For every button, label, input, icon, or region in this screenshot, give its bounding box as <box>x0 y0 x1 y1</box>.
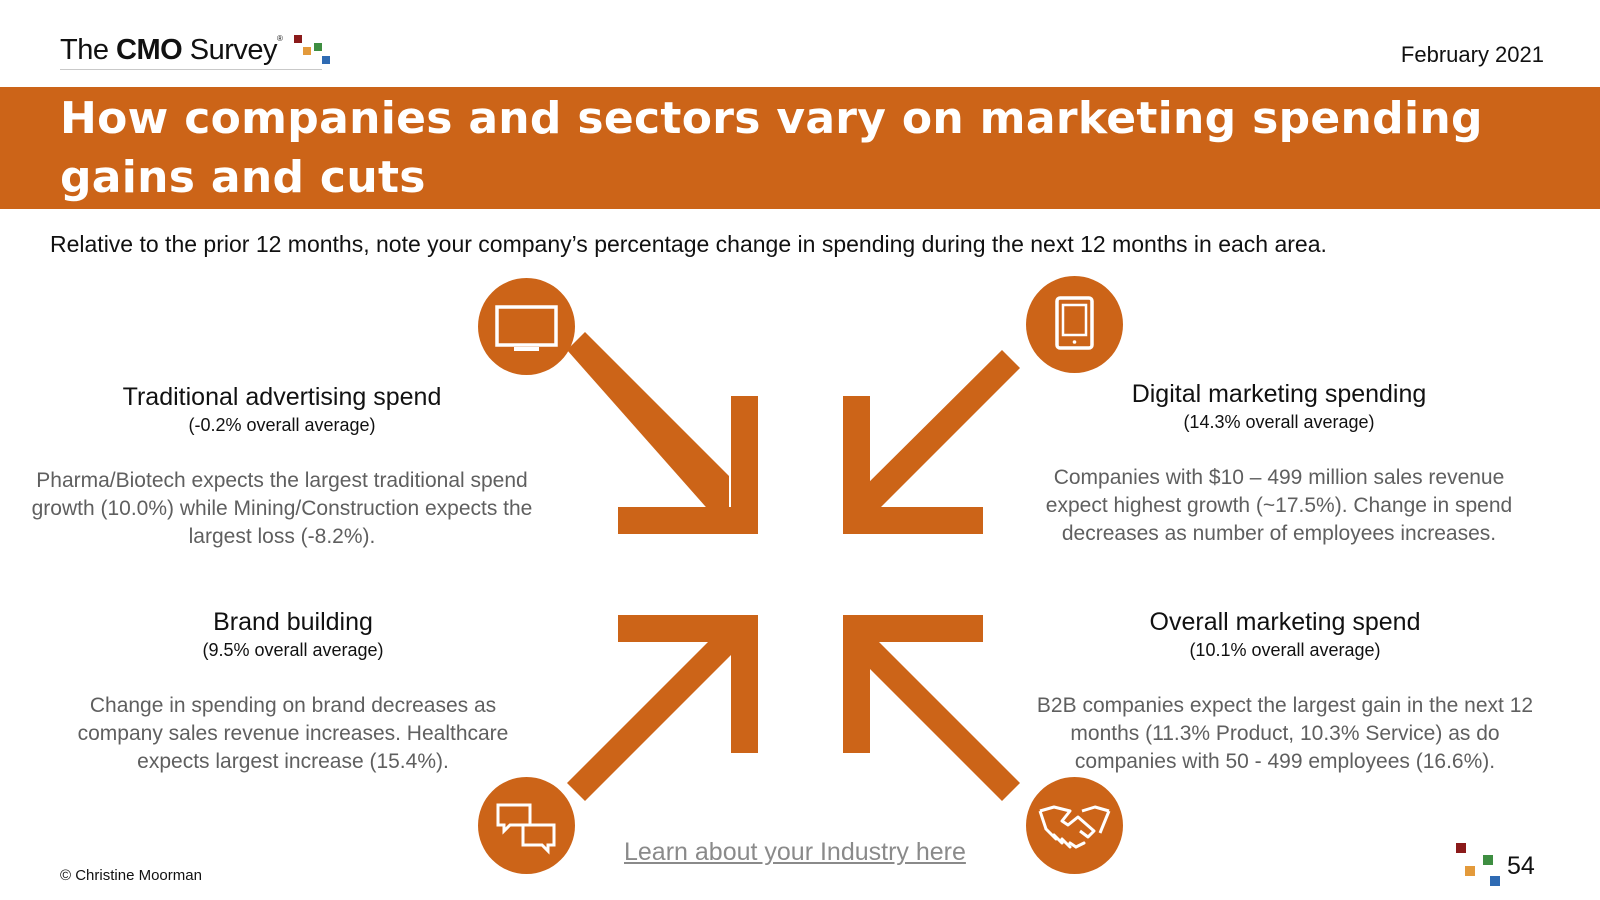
survey-question: Relative to the prior 12 months, note yo… <box>50 231 1327 257</box>
copyright-notice: © Christine Moorman <box>60 867 202 884</box>
traditional-advertising-card: Traditional advertising spend (-0.2% ove… <box>30 383 534 551</box>
digital-marketing-card: Digital marketing spending (14.3% overal… <box>1022 380 1536 548</box>
tv-icon <box>478 278 575 375</box>
card-description: B2B companies expect the largest gain in… <box>1036 694 1534 773</box>
card-description: Pharma/Biotech expects the largest tradi… <box>31 469 533 548</box>
card-title: Traditional advertising spend <box>122 383 442 411</box>
arrow-bottom-left-horizontal <box>618 615 758 642</box>
page-number: 54 <box>1507 852 1535 880</box>
arrow-top-right <box>851 350 1020 518</box>
speech-bubbles-icon <box>478 777 575 874</box>
arrow-top-left-horizontal <box>618 507 758 534</box>
handshake-icon <box>1026 777 1123 874</box>
title-banner: How companies and sectors vary on market… <box>0 87 1600 209</box>
overall-marketing-card: Overall marketing spend (10.1% overall a… <box>1030 608 1540 776</box>
footer-square-orange <box>1465 866 1475 876</box>
logo-wordmark: The CMO Survey® <box>60 34 283 67</box>
card-title: Overall marketing spend <box>1149 608 1421 636</box>
footer-square-green <box>1483 855 1493 865</box>
arrow-bottom-right <box>850 631 1020 801</box>
arrow-bottom-right-horizontal <box>843 615 983 642</box>
logo-square-orange <box>303 47 311 55</box>
arrow-bottom-left <box>567 629 739 801</box>
brand-building-card: Brand building (9.5% overall average) Ch… <box>60 608 526 776</box>
report-date: February 2021 <box>1400 42 1544 67</box>
card-title: Brand building <box>213 608 373 636</box>
tablet-icon <box>1026 276 1123 373</box>
footer-square-red <box>1456 843 1466 853</box>
logo-registered-mark: ® <box>277 34 283 43</box>
logo-square-red <box>294 35 302 43</box>
logo-underline <box>60 69 322 70</box>
card-average: (9.5% overall average) <box>202 640 384 660</box>
card-description: Change in spending on brand decreases as… <box>77 694 509 773</box>
logo-brand: CMO <box>116 34 183 66</box>
page-title: How companies and sectors vary on market… <box>60 93 1483 203</box>
logo-prefix: The <box>60 34 109 66</box>
industry-link[interactable]: Learn about your Industry here <box>624 838 966 866</box>
card-average: (14.3% overall average) <box>1183 412 1375 432</box>
footer-square-blue <box>1490 876 1500 886</box>
card-average: (-0.2% overall average) <box>188 415 376 435</box>
logo-square-green <box>314 43 322 51</box>
logo-suffix: Survey <box>189 34 278 66</box>
arrow-top-left <box>567 332 729 532</box>
card-title: Digital marketing spending <box>1131 380 1427 408</box>
arrow-top-right-horizontal <box>843 507 983 534</box>
logo-square-blue <box>322 56 330 64</box>
card-description: Companies with $10 – 499 million sales r… <box>1045 466 1513 545</box>
card-average: (10.1% overall average) <box>1189 640 1381 660</box>
